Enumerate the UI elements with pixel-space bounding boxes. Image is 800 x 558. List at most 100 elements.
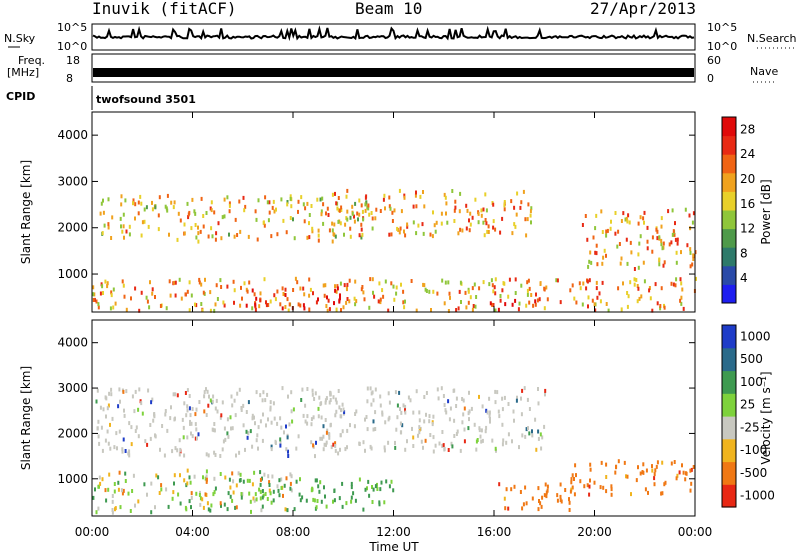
- data-cell: [125, 389, 128, 394]
- data-cell: [189, 419, 191, 424]
- data-cell: [284, 507, 287, 512]
- data-cell: [524, 434, 527, 439]
- data-cell: [480, 213, 483, 218]
- data-cell: [459, 448, 462, 453]
- data-cell: [527, 278, 530, 283]
- data-cell: [614, 231, 617, 236]
- data-cell: [134, 503, 136, 508]
- data-cell: [170, 200, 173, 205]
- data-cell: [308, 293, 311, 298]
- data-cell: [139, 194, 142, 199]
- data-cell: [477, 220, 480, 225]
- data-cell: [491, 438, 494, 443]
- data-cell: [138, 387, 141, 392]
- x-axis-title: Time UT: [368, 540, 419, 554]
- data-cell: [211, 399, 214, 404]
- data-cell: [343, 410, 346, 415]
- data-cell: [311, 392, 314, 397]
- data-cell: [120, 488, 123, 493]
- data-cell: [104, 488, 107, 493]
- data-cell: [157, 227, 160, 232]
- data-cell: [118, 470, 121, 475]
- data-cell: [120, 194, 123, 199]
- data-cell: [335, 409, 338, 414]
- data-cell: [339, 433, 342, 438]
- data-cell: [595, 243, 598, 248]
- data-cell: [478, 286, 481, 291]
- data-cell: [292, 407, 295, 412]
- data-cell: [485, 425, 488, 430]
- data-cell: [111, 499, 114, 504]
- data-cell: [388, 400, 391, 405]
- data-cell: [323, 293, 326, 298]
- data-cell: [268, 483, 271, 487]
- data-cell: [328, 307, 331, 312]
- data-cell: [403, 193, 406, 198]
- data-cell: [145, 205, 148, 210]
- data-cell: [422, 282, 425, 287]
- data-cell: [319, 197, 322, 202]
- data-cell: [284, 305, 287, 309]
- data-cell: [443, 301, 446, 306]
- data-cell: [425, 289, 428, 293]
- data-cell: [415, 389, 418, 394]
- data-cell: [441, 430, 444, 434]
- data-cell: [186, 408, 189, 413]
- data-cell: [488, 396, 491, 401]
- data-cell: [662, 241, 665, 246]
- data-cell: [469, 295, 472, 300]
- data-cell: [290, 204, 293, 209]
- data-cell: [247, 400, 250, 405]
- data-cell: [272, 199, 275, 204]
- data-cell: [268, 210, 271, 215]
- data-cell: [654, 468, 657, 473]
- data-cell: [150, 400, 153, 405]
- data-cell: [338, 405, 341, 410]
- data-cell: [204, 492, 207, 497]
- data-cell: [304, 419, 307, 424]
- data-cell: [106, 429, 109, 434]
- data-cell: [113, 482, 116, 486]
- data-cell: [469, 211, 472, 216]
- data-cell: [487, 224, 490, 229]
- data-cell: [286, 200, 289, 204]
- data-cell: [255, 497, 258, 502]
- data-cell: [163, 453, 166, 458]
- data-cell: [233, 234, 236, 239]
- data-cell: [679, 298, 682, 303]
- data-cell: [122, 283, 125, 288]
- data-cell: [339, 281, 342, 286]
- data-cell: [485, 408, 488, 413]
- data-cell: [262, 220, 265, 225]
- data-cell: [642, 462, 645, 467]
- data-cell: [366, 427, 369, 432]
- data-cell: [183, 222, 186, 227]
- data-cell: [642, 216, 645, 221]
- data-cell: [210, 226, 213, 231]
- data-cell: [643, 279, 646, 284]
- x-axis-labels: 00:00 04:00 08:00 12:00 16:00 20:00 00:00: [75, 525, 713, 539]
- data-cell: [257, 446, 259, 451]
- data-cell: [134, 216, 136, 221]
- data-cell: [443, 192, 446, 197]
- data-cell: [285, 230, 288, 235]
- data-cell: [639, 471, 642, 476]
- data-cell: [543, 306, 546, 311]
- nave-tick-top: 60: [707, 54, 721, 67]
- data-cell: [186, 404, 189, 409]
- data-cell: [512, 409, 515, 414]
- data-cell: [197, 231, 200, 236]
- data-cell: [251, 482, 254, 487]
- data-cell: [489, 419, 491, 424]
- data-cell: [447, 309, 450, 313]
- data-cell: [199, 502, 202, 507]
- data-cell: [204, 476, 207, 481]
- data-cell: [357, 217, 359, 222]
- data-cell: [330, 445, 333, 450]
- data-cell: [249, 499, 252, 504]
- data-cell: [247, 431, 250, 436]
- data-cell: [128, 224, 131, 229]
- data-cell: [134, 389, 137, 394]
- data-cell: [111, 508, 114, 512]
